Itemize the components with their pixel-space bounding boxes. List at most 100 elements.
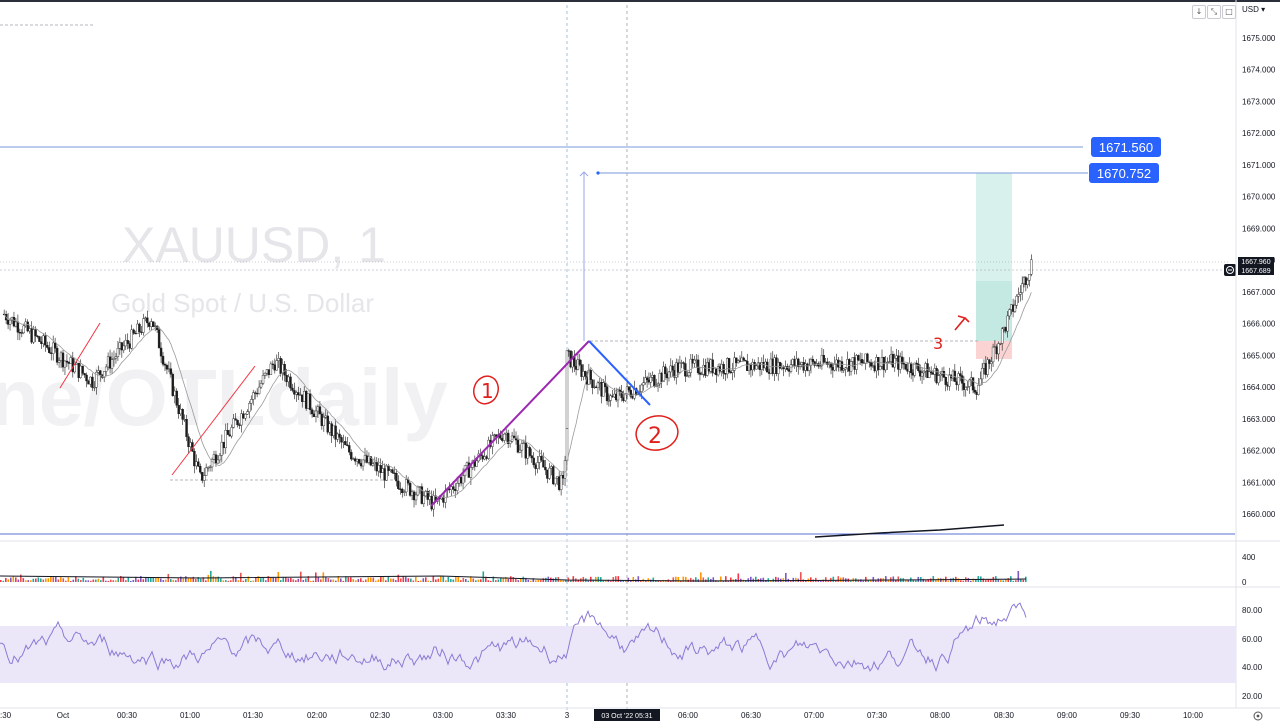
annotation-2[interactable]: 2 (633, 413, 680, 454)
add-alert-icon[interactable] (1224, 264, 1236, 276)
candle (148, 321, 151, 331)
price-tag-1671560[interactable]: 1671.560 (1091, 137, 1161, 157)
time-tick-4: 01:30 (243, 711, 264, 720)
candle (130, 324, 133, 350)
candle (28, 325, 31, 334)
price-tick-15: 1660.000 (1242, 510, 1276, 519)
volume-bar (345, 576, 347, 582)
volume-bar (152, 577, 155, 582)
volume-bar (125, 580, 127, 582)
candle (199, 463, 202, 475)
price-tick-8: 1667.000 (1242, 288, 1276, 297)
candle (552, 464, 555, 486)
price-tick-0: 1675.000 (1242, 34, 1276, 43)
candle (355, 458, 359, 467)
volume-bar (865, 576, 867, 582)
price-tag-1670752[interactable]: 1670.752 (1089, 163, 1159, 183)
volume-bar (150, 577, 152, 582)
candle (193, 448, 196, 474)
volume-bar (530, 580, 532, 582)
candle (671, 360, 674, 377)
volume-bar (925, 580, 927, 582)
candle (377, 458, 380, 477)
candle (973, 386, 977, 395)
candle (475, 458, 478, 467)
volume-bar (612, 577, 615, 582)
candle (401, 487, 404, 498)
volume-bar (1017, 570, 1020, 582)
candle (99, 369, 102, 382)
candle (465, 461, 469, 467)
trend-line-red-2[interactable] (171, 365, 256, 476)
candle (195, 454, 198, 470)
volume-bar (377, 579, 380, 582)
candle (960, 370, 964, 391)
level-anchor[interactable] (596, 171, 600, 175)
annotation-3[interactable]: 3 (933, 334, 943, 353)
candle (306, 393, 310, 409)
rsi-line[interactable] (0, 602, 1027, 673)
volume-bar (352, 579, 355, 582)
price-axis[interactable]: 1675.000 1674.000 1673.000 1672.000 1671.000… (1242, 34, 1276, 519)
volume-bar (380, 577, 382, 582)
candle (481, 453, 484, 463)
volume-bar (305, 578, 307, 582)
volume-bar (527, 579, 530, 582)
candle (469, 465, 473, 486)
long-position-profit-fill (976, 281, 1012, 341)
time-tick-18: 10:00 (1183, 711, 1204, 720)
candle (357, 458, 361, 465)
candle (678, 355, 682, 374)
time-axis[interactable]: :30 Oct 00:30 01:00 01:30 02:00 02:30 03:00 03:3… (0, 711, 1204, 720)
settings-icon[interactable] (1253, 711, 1263, 721)
volume-bar (850, 580, 852, 582)
volume-bar (117, 577, 120, 582)
volume-bar (435, 579, 437, 582)
volume-bar (392, 578, 395, 582)
price-tick-11: 1664.000 (1242, 383, 1276, 392)
volume-bar (37, 577, 40, 582)
volume-bar (115, 580, 117, 582)
volume-bar (915, 580, 917, 582)
candle (38, 335, 41, 342)
volume-bar (312, 580, 315, 582)
volume-bar (22, 578, 25, 582)
volume-bar (147, 577, 150, 582)
candle (32, 325, 35, 345)
collapse-icon[interactable]: ⤡ (1207, 5, 1221, 19)
maximize-icon[interactable]: □ (1222, 5, 1236, 19)
candle (310, 407, 314, 418)
candlestick-series[interactable] (2, 254, 1033, 517)
trend-line-purple[interactable] (430, 340, 590, 507)
volume-bar (727, 580, 730, 582)
scroll-down-icon[interactable]: ↓ (1192, 5, 1206, 19)
currency-selector[interactable]: USD ▾ (1242, 5, 1266, 14)
candle (22, 323, 25, 335)
volume-bar (5, 577, 7, 582)
volume-bar (75, 576, 77, 582)
volume-bar (90, 580, 92, 582)
volume-bar (912, 580, 915, 582)
annotation-1[interactable]: 1 (470, 373, 502, 408)
volume-bar (35, 578, 37, 582)
current-price-tags[interactable]: 1667.960 1667.689 (1238, 257, 1274, 275)
volume-bar (540, 579, 542, 582)
candle (1006, 310, 1009, 338)
svg-text:1671.560: 1671.560 (1099, 140, 1153, 155)
candle (30, 321, 33, 345)
volume-bar (595, 576, 597, 582)
volume-bar (815, 577, 817, 582)
trend-line-blue[interactable] (588, 340, 651, 406)
annotation-arrow[interactable] (954, 315, 970, 331)
volume-bar (405, 576, 407, 582)
candle (589, 369, 592, 385)
candle (755, 363, 758, 370)
candle (540, 450, 543, 463)
symbol-subtitle: Gold Spot / U.S. Dollar (111, 288, 374, 318)
candle (140, 326, 143, 335)
trend-line-red[interactable] (59, 322, 101, 389)
candle (208, 465, 212, 472)
candle (722, 361, 725, 380)
volume-bar (750, 576, 752, 582)
